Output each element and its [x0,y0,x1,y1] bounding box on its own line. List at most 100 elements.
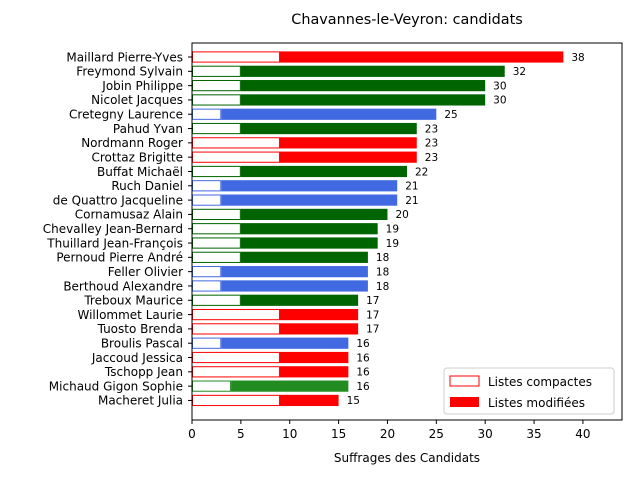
bar-modified [240,208,388,221]
value-label: 22 [415,166,428,178]
legend-label-modified: Listes modifiées [488,396,585,410]
bar-compact [192,208,241,221]
candidate-label: Maillard Pierre-Yves [66,50,183,64]
bar-modified [221,180,398,192]
bar-modified [240,165,407,178]
bar-modified [221,266,368,278]
value-label: 38 [571,52,584,64]
value-label: 16 [356,352,370,364]
candidate-label: Jaccoud Jessica [91,351,183,365]
bar-compact [192,237,241,249]
candidate-label: Macheret Julia [98,394,183,408]
value-label: 18 [376,281,389,293]
bar-modified [279,151,417,163]
candidate-label: Berthoud Alexandre [63,279,183,293]
candidate-label: Buffat Michaël [97,165,183,179]
candidate-label: Pahud Yvan [113,122,183,136]
bar-modified [279,394,339,407]
bar-compact [192,323,280,335]
value-label: 20 [395,209,408,221]
bar-modified [240,294,359,306]
bar-compact [192,65,241,77]
legend-swatch-modified [450,397,479,407]
bar-compact [192,180,222,192]
value-label: 17 [366,324,379,336]
value-label: 17 [366,309,379,321]
x-axis: 0 5 10 15 20 25 30 35 40 [188,420,591,441]
x-tick-label: 0 [188,427,196,441]
x-tick-label: 15 [331,427,346,441]
x-tick-label: 20 [380,427,395,441]
value-label: 23 [425,138,438,150]
x-tick-label: 5 [237,427,245,441]
value-label: 19 [386,238,399,250]
candidate-label: Feller Olivier [108,265,183,279]
value-label: 16 [356,381,370,393]
x-tick-label: 30 [478,427,493,441]
x-tick-label: 10 [282,427,297,441]
value-label: 19 [386,224,399,236]
candidate-label: Willommet Laurie [77,308,183,322]
candidate-label: Cretegny Laurence [69,108,183,122]
value-label: 23 [425,152,438,164]
bar-compact [192,51,280,63]
bar-modified [221,280,368,292]
candidate-label: Jobin Philippe [101,79,183,93]
candidate-label: Chevalley Jean-Bernard [43,222,183,236]
candidate-label: de Quattro Jacqueline [53,193,183,207]
bar-modified [240,237,378,249]
value-label: 18 [376,252,389,264]
value-label: 25 [444,109,457,121]
bar-modified [279,308,359,321]
legend-box [443,367,615,415]
bar-compact [192,108,222,120]
bar-modified [221,108,437,120]
bar-modified [240,80,486,92]
bar-modified [279,137,417,149]
bars-group [192,51,564,407]
bar-compact [192,366,280,378]
candidate-label: Nordmann Roger [81,136,183,150]
bar-compact [192,151,280,163]
bar-compact [192,380,232,392]
bar-modified [240,251,368,263]
bar-modified [221,194,398,206]
candidate-label: Ruch Daniel [111,179,183,193]
x-tick-label: 35 [526,427,541,441]
bar-compact [192,251,241,263]
bar-compact [192,266,222,278]
x-axis-label: Suffrages des Candidats [334,451,480,465]
value-label: 30 [493,95,506,107]
candidate-label: Freymond Sylvain [76,65,183,79]
candidate-label: Treboux Maurice [83,294,183,308]
x-tick-label: 40 [575,427,590,441]
bar-compact [192,137,280,149]
bar-modified [231,380,349,392]
bar-modified [279,51,564,63]
legend-label-compact: Listes compactes [488,375,592,389]
bar-modified [240,94,486,106]
candidate-label: Tuosto Brenda [97,322,183,336]
value-label: 30 [493,80,506,92]
candidate-label: Broulis Pascal [101,337,183,351]
legend: Listes compactes Listes modifiées [443,367,615,415]
bar-compact [192,351,280,364]
value-label: 21 [405,195,418,207]
value-labels-group: 38 32 30 30 25 23 23 23 22 21 21 20 19 19 18 18 18 17 17 17… [347,52,585,407]
bar-compact [192,122,241,135]
value-label: 16 [356,338,370,350]
candidate-label: Thuillard Jean-François [46,236,183,250]
bar-modified [240,223,378,235]
bar-compact [192,94,241,106]
bar-modified [240,122,417,135]
chart-title: Chavannes-le-Veyron: candidats [291,12,522,28]
candidate-label: Tschopp Jean [104,365,183,379]
candidate-label: Crottaz Brigitte [91,150,183,164]
bar-modified [240,65,505,77]
bar-compact [192,394,280,407]
value-label: 21 [405,181,418,193]
value-label: 23 [425,123,438,135]
value-label: 15 [347,395,360,407]
